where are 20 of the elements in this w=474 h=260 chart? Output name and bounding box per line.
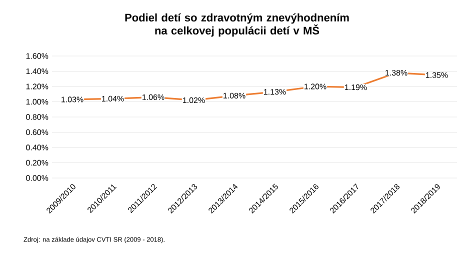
data-label: 1.03% [62,96,84,102]
y-tick-label: 1.20% [26,84,48,90]
y-tick-label: 0.80% [26,114,48,120]
y-tick-label: 1.40% [26,68,48,74]
y-tick-label: 0.40% [26,144,48,150]
y-tick-label: 1.60% [26,53,48,59]
data-label: 1.06% [142,94,164,100]
data-label: 1.20% [304,84,326,90]
y-tick-label: 0.60% [26,129,48,136]
data-label: 1.08% [224,92,246,98]
data-label: 1.19% [345,84,367,90]
data-label: 1.02% [183,97,205,104]
data-label: 1.04% [102,96,124,102]
data-label: 1.13% [264,89,286,95]
chart-title: Podiel detí so zdravotným znevýhodnením na celkovej populácii detí v MŠ [125,13,349,37]
data-label: 1.38% [386,70,408,76]
y-tick-label: 1.00% [26,98,48,105]
y-tick-label: 0.00% [26,175,48,181]
data-label: 1.35% [426,72,448,78]
y-tick-label: 0.20% [26,160,48,166]
